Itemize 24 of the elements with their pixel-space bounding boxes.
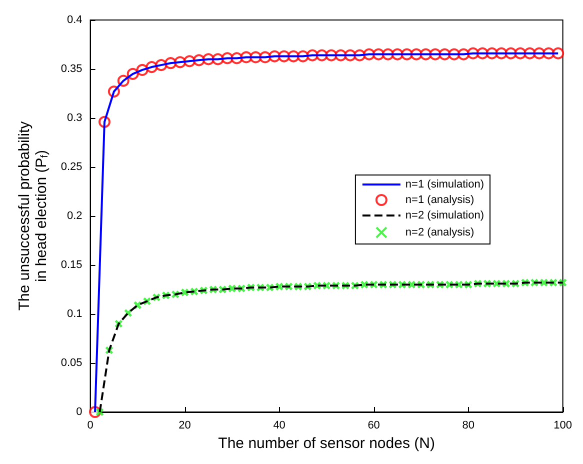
y-tick-label: 0.25 (60, 161, 82, 173)
x-tick-label: 80 (462, 420, 474, 432)
x-axis-title: The number of sensor nodes (N) (218, 434, 435, 452)
point (454, 280, 464, 289)
legend-label: n=2 (analysis) (405, 226, 474, 238)
y-tick-label: 0 (76, 406, 82, 418)
y-tick-label: 0.1 (67, 308, 82, 320)
legend-label: n=1 (analysis) (405, 194, 474, 206)
y-tick-label: 0.2 (67, 210, 82, 222)
x-tick-label: 0 (87, 420, 94, 432)
y-tick-label: 0.3 (67, 112, 82, 124)
y-tick-label: 0.35 (60, 63, 82, 75)
point (322, 281, 331, 290)
legend-label: n=1 (simulation) (405, 178, 484, 190)
y-tick-label: 0.05 (60, 357, 82, 369)
x-tick-label: 60 (368, 420, 380, 432)
x-tick-label: 100 (554, 420, 572, 432)
y-tick-label: 0.15 (60, 259, 82, 271)
point (180, 288, 190, 297)
y-axis-title: The unsuccessful probability in head election (Pf) (16, 120, 50, 311)
x-tick-label: 40 (273, 420, 286, 432)
legend-label: n=2 (simulation) (405, 210, 484, 222)
x-tick-label: 20 (178, 420, 191, 432)
y-tick-label: 0.4 (67, 14, 82, 26)
